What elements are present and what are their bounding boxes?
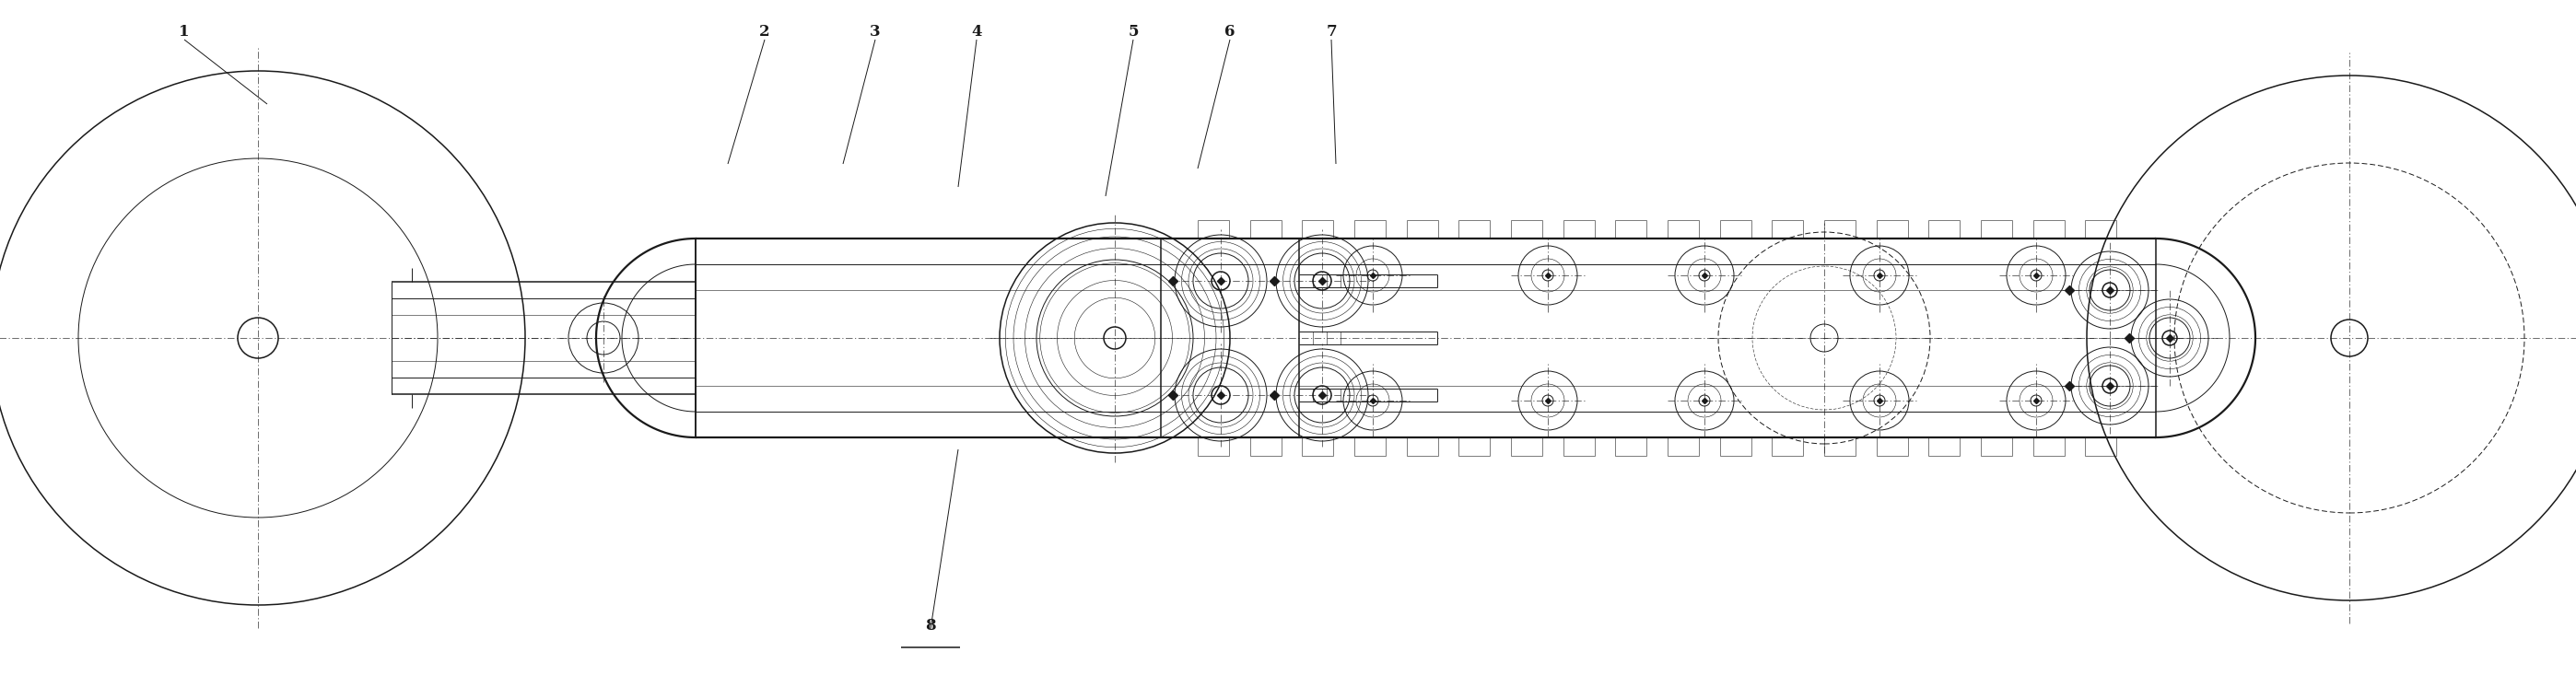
- Text: 4: 4: [971, 24, 981, 40]
- Text: 5: 5: [1128, 24, 1139, 40]
- Text: 3: 3: [871, 24, 881, 40]
- Text: 2: 2: [760, 24, 770, 40]
- Text: 8: 8: [925, 618, 935, 634]
- Text: 7: 7: [1327, 24, 1337, 40]
- Text: 1: 1: [178, 24, 191, 40]
- Text: 6: 6: [1224, 24, 1236, 40]
